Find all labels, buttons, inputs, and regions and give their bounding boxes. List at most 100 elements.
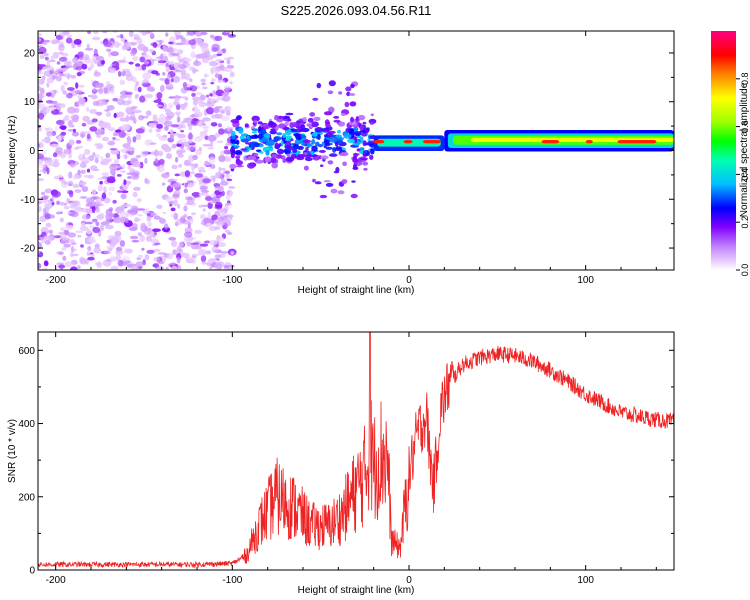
spectrogram-noise-blob bbox=[214, 73, 220, 78]
spectrogram-noise-blob bbox=[211, 43, 220, 51]
spectrogram-noise-blob bbox=[52, 152, 58, 158]
spectrogram-noise-blob bbox=[45, 222, 52, 228]
spectrogram-signal-blob bbox=[247, 162, 255, 169]
snr-frame bbox=[37, 331, 675, 571]
spectrogram-noise-blob bbox=[180, 121, 186, 125]
spectrogram-noise-blob bbox=[224, 105, 232, 113]
spectrogram-noise-blob bbox=[130, 49, 136, 57]
spectrogram-noise-blob bbox=[83, 54, 90, 61]
spectrogram-noise-blob bbox=[170, 213, 175, 218]
spectrogram-noise-blob bbox=[92, 100, 100, 107]
spectrogram-signal-blob bbox=[273, 136, 282, 141]
spectrogram-noise-blob bbox=[90, 61, 94, 69]
spectrogram-noise-blob bbox=[135, 154, 142, 159]
spectrogram-noise-blob bbox=[112, 97, 119, 102]
spectrogram-noise-blob bbox=[152, 42, 158, 48]
spectrogram-noise-blob bbox=[49, 104, 55, 112]
spectrogram-noise-blob bbox=[206, 107, 215, 115]
spectrogram-noise-blob bbox=[173, 183, 178, 188]
spectrogram-signal-blob bbox=[311, 121, 319, 128]
spectrogram-noise-blob bbox=[205, 196, 213, 202]
spectrogram-signal-blob bbox=[369, 154, 374, 160]
spectrogram-noise-blob bbox=[226, 65, 235, 69]
spectrogram-noise-blob bbox=[96, 197, 103, 204]
spectrogram-noise-blob bbox=[115, 165, 121, 168]
spectrogram-noise-blob bbox=[192, 96, 201, 101]
spectrogram-signal-blob bbox=[276, 132, 283, 136]
spectrogram-noise-blob bbox=[207, 211, 211, 219]
spectrogram-noise-blob bbox=[206, 262, 212, 267]
spectrogram-noise-blob bbox=[130, 235, 139, 240]
spectrogram-signal-blob bbox=[285, 156, 295, 162]
x-tick-label: -200 bbox=[46, 275, 66, 286]
spectrogram-noise-blob bbox=[106, 105, 115, 111]
spectrogram-signal-blob bbox=[302, 116, 307, 123]
spectrogram-signal-blob bbox=[292, 144, 299, 150]
spectrogram-noise-blob bbox=[187, 140, 193, 144]
spectrogram-noise-blob bbox=[114, 218, 118, 222]
y-tick-label: 0 bbox=[29, 566, 35, 577]
colorbar-tick-label: 0.6 bbox=[740, 120, 750, 133]
spectrogram-noise-blob bbox=[112, 136, 116, 140]
spectrogram-signal-blob bbox=[263, 126, 271, 129]
spectrogram-noise-blob bbox=[135, 133, 142, 140]
spectrogram-noise-blob bbox=[46, 167, 50, 175]
spectrogram-noise-blob bbox=[52, 51, 59, 59]
spectrogram-signal-blob bbox=[316, 82, 322, 89]
spectrogram-noise-blob bbox=[149, 142, 157, 145]
spectrogram-noise-blob bbox=[74, 189, 82, 193]
y-tick-label: -20 bbox=[21, 244, 36, 255]
spectrogram-noise-blob bbox=[166, 73, 171, 80]
spectrogram-noise-blob bbox=[60, 103, 66, 108]
spectrogram-signal-blob bbox=[338, 91, 343, 95]
spectrogram-noise-blob bbox=[228, 186, 236, 189]
spectrogram-noise-blob bbox=[219, 150, 225, 157]
spectrogram-noise-blob bbox=[143, 227, 151, 235]
spectrogram-signal-blob bbox=[274, 142, 279, 149]
spectrogram-noise-blob bbox=[212, 53, 217, 59]
spectrogram-signal-blob bbox=[345, 86, 352, 92]
spectrogram-noise-blob bbox=[203, 73, 208, 79]
spectrogram-signal-blob bbox=[352, 153, 360, 156]
spectrogram-noise-blob bbox=[221, 92, 227, 96]
spectrogram-noise-blob bbox=[59, 178, 66, 183]
spectrogram-noise-blob bbox=[230, 251, 235, 255]
spectrogram-noise-blob bbox=[158, 158, 165, 165]
spectrogram-signal-blob bbox=[306, 123, 313, 127]
spectrogram-noise-blob bbox=[229, 71, 235, 78]
spectrogram-signal-blob bbox=[296, 156, 305, 161]
spectrogram-noise-blob bbox=[198, 146, 202, 152]
spectrogram-noise-blob bbox=[132, 191, 138, 198]
spectrogram-noise-blob bbox=[38, 37, 42, 42]
spectrogram-noise-blob bbox=[177, 133, 186, 139]
spectrogram-noise-blob bbox=[92, 88, 96, 92]
spectrogram-signal-blob bbox=[349, 101, 357, 107]
spectrogram-noise-blob bbox=[54, 111, 63, 115]
spectrogram-noise-blob bbox=[38, 141, 44, 149]
spectrogram-noise-blob bbox=[136, 218, 141, 222]
spectrogram-noise-blob bbox=[58, 43, 65, 52]
spectrogram-noise-blob bbox=[157, 261, 165, 265]
spectrogram-noise-blob bbox=[121, 45, 127, 51]
spectrogram-signal-blob bbox=[340, 113, 346, 116]
spectrogram-noise-blob bbox=[209, 164, 216, 169]
spectrogram-signal-blob bbox=[349, 93, 356, 96]
spectrogram-noise-blob bbox=[55, 146, 63, 153]
spectrogram-noise-blob bbox=[90, 165, 98, 171]
spectrogram-noise-blob bbox=[131, 106, 138, 109]
spectrogram-noise-blob bbox=[48, 229, 54, 234]
spectrogram-signal-blob bbox=[328, 80, 336, 87]
spectrogram-noise-blob bbox=[156, 267, 165, 270]
spectrogram-noise-blob bbox=[164, 223, 169, 230]
spectrogram-noise-blob bbox=[226, 231, 233, 235]
spectrogram-signal-blob bbox=[347, 138, 355, 143]
spectrogram-noise-blob bbox=[103, 250, 112, 255]
spectrogram-noise-blob bbox=[51, 93, 55, 99]
spectrogram-noise-blob bbox=[156, 133, 161, 138]
spectrogram-noise-blob bbox=[128, 116, 136, 121]
spectrogram-noise-blob bbox=[132, 109, 142, 114]
spectrogram-noise-blob bbox=[162, 211, 167, 215]
spectrogram-noise-blob bbox=[60, 84, 65, 92]
spectrogram-noise-blob bbox=[219, 211, 226, 217]
spectrogram-noise-blob bbox=[59, 151, 67, 159]
